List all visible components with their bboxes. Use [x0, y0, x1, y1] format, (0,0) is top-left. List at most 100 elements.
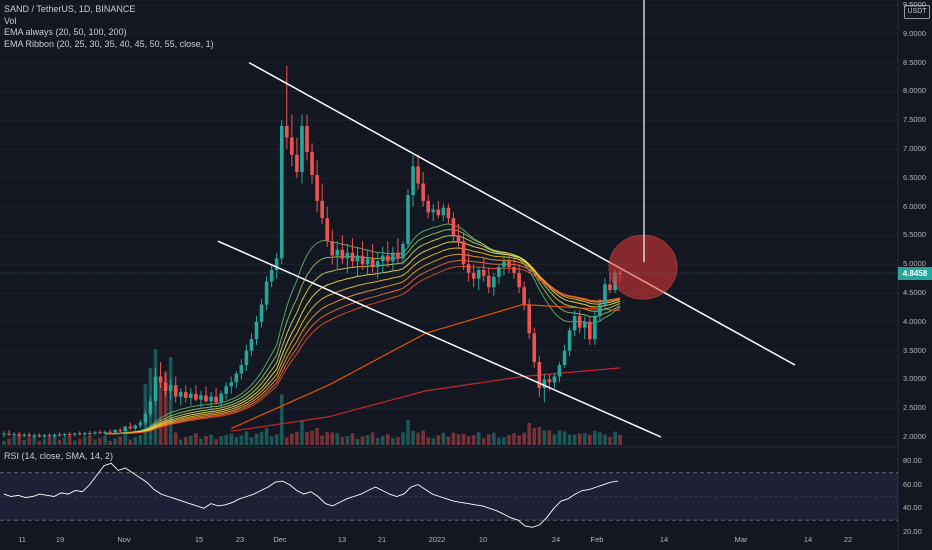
- candle-body: [593, 316, 597, 340]
- volume-bar: [547, 430, 552, 445]
- volume-bar: [386, 434, 390, 445]
- volume-bar: [138, 435, 143, 445]
- candle-body: [153, 376, 158, 402]
- candle-body: [471, 272, 476, 279]
- volume-bar: [426, 437, 430, 445]
- candle-body: [411, 166, 415, 196]
- volume-bar: [461, 433, 466, 445]
- ema-indicator-label[interactable]: EMA always (20, 50, 100, 200): [4, 27, 127, 37]
- volume-bar: [421, 430, 425, 445]
- candle-body: [396, 252, 400, 259]
- currency-unit-badge[interactable]: USDT: [904, 5, 930, 19]
- volume-bar: [27, 437, 32, 445]
- volume-bar: [17, 434, 21, 445]
- breakout-highlight-circle: [608, 234, 678, 300]
- candle-body: [27, 434, 32, 436]
- volume-bar: [285, 437, 289, 445]
- candle-body: [542, 379, 547, 389]
- rsi-tick-label: 80.00: [903, 455, 922, 465]
- rsi-line: [3, 462, 619, 528]
- volume-bar: [588, 434, 592, 445]
- volume-bar: [244, 431, 249, 445]
- volume-bar: [42, 438, 47, 445]
- volume-bar: [168, 357, 173, 445]
- candle-body: [608, 284, 612, 291]
- volume-bar: [411, 431, 415, 445]
- volume-bar: [552, 434, 557, 445]
- x-tick-label: 11: [18, 535, 26, 544]
- y-tick-label: 6.0000: [903, 201, 926, 211]
- volume-bar: [593, 430, 597, 445]
- candle-body: [62, 434, 67, 436]
- volume-bar: [214, 439, 218, 445]
- volume-bar: [67, 435, 72, 445]
- x-tick-label: 15: [194, 535, 204, 544]
- ribbon-indicator-label[interactable]: EMA Ribbon (20, 25, 30, 35, 40, 45, 50, …: [4, 38, 214, 49]
- volume-bar: [47, 436, 52, 445]
- x-tick-label: 13: [337, 535, 347, 544]
- candle-body: [386, 255, 390, 262]
- volume-bar: [542, 430, 547, 445]
- volume-bar: [57, 439, 62, 445]
- candle-body: [497, 267, 501, 277]
- rsi-tick-label: 20.00: [903, 527, 922, 536]
- volume-bar: [163, 371, 168, 445]
- trendline-upper: [248, 61, 796, 366]
- volume-bar: [320, 435, 324, 445]
- candle-body: [163, 382, 168, 391]
- volume-bar: [32, 435, 37, 445]
- candle-body: [2, 433, 6, 435]
- candle-body: [22, 434, 26, 436]
- rsi-indicator-label[interactable]: RSI (14, close, SMA, 14, 2): [4, 451, 114, 461]
- candle-body: [603, 284, 607, 305]
- volume-bar: [487, 434, 491, 445]
- ema200-line: [231, 367, 621, 432]
- candle-body: [562, 350, 567, 365]
- y-tick-label: 3.5000: [903, 345, 926, 355]
- candle-body: [431, 209, 436, 213]
- volume-bar: [209, 434, 213, 445]
- candle-body: [204, 395, 208, 402]
- candle-body: [325, 218, 329, 242]
- y-tick-label: 9.5000: [903, 0, 926, 9]
- candle-body: [365, 258, 370, 265]
- volume-bar: [259, 431, 264, 445]
- volume-bar: [481, 438, 486, 445]
- candle-body: [168, 385, 173, 391]
- x-tick-label: 14: [659, 535, 669, 544]
- volume-bar: [527, 423, 531, 445]
- candle-body: [12, 434, 16, 436]
- candle-body: [577, 316, 582, 328]
- volume-bar: [88, 434, 92, 445]
- volume-bar: [113, 438, 117, 445]
- symbol-title: SAND / TetherUS, 1D, BINANCE: [4, 4, 136, 14]
- volume-bar: [234, 437, 239, 445]
- candle-body: [305, 125, 309, 152]
- vol-indicator-label[interactable]: Vol: [4, 15, 17, 26]
- x-tick-label: 14: [803, 535, 813, 544]
- candle-body: [451, 218, 456, 236]
- volume-bar: [618, 434, 622, 445]
- candle-body: [502, 261, 506, 268]
- candle-body: [47, 435, 52, 437]
- volume-bar: [83, 436, 87, 445]
- candle-body: [189, 393, 193, 398]
- candle-body: [199, 395, 203, 400]
- x-tick-label: 21: [377, 535, 387, 544]
- candle-body: [441, 207, 446, 216]
- volume-bar: [128, 439, 133, 445]
- candle-body: [330, 241, 335, 256]
- candle-body: [17, 434, 21, 436]
- candle-body: [492, 276, 496, 288]
- volume-bar: [406, 419, 410, 445]
- volume-bar: [315, 427, 319, 445]
- volume-bar: [52, 434, 57, 445]
- candle-body: [582, 321, 587, 328]
- candle-body: [401, 244, 405, 259]
- x-tick-label: 23: [235, 535, 245, 544]
- volume-bar: [355, 439, 360, 445]
- candle-body: [194, 393, 198, 400]
- volume-bar: [471, 435, 476, 445]
- volume-bar: [254, 433, 259, 445]
